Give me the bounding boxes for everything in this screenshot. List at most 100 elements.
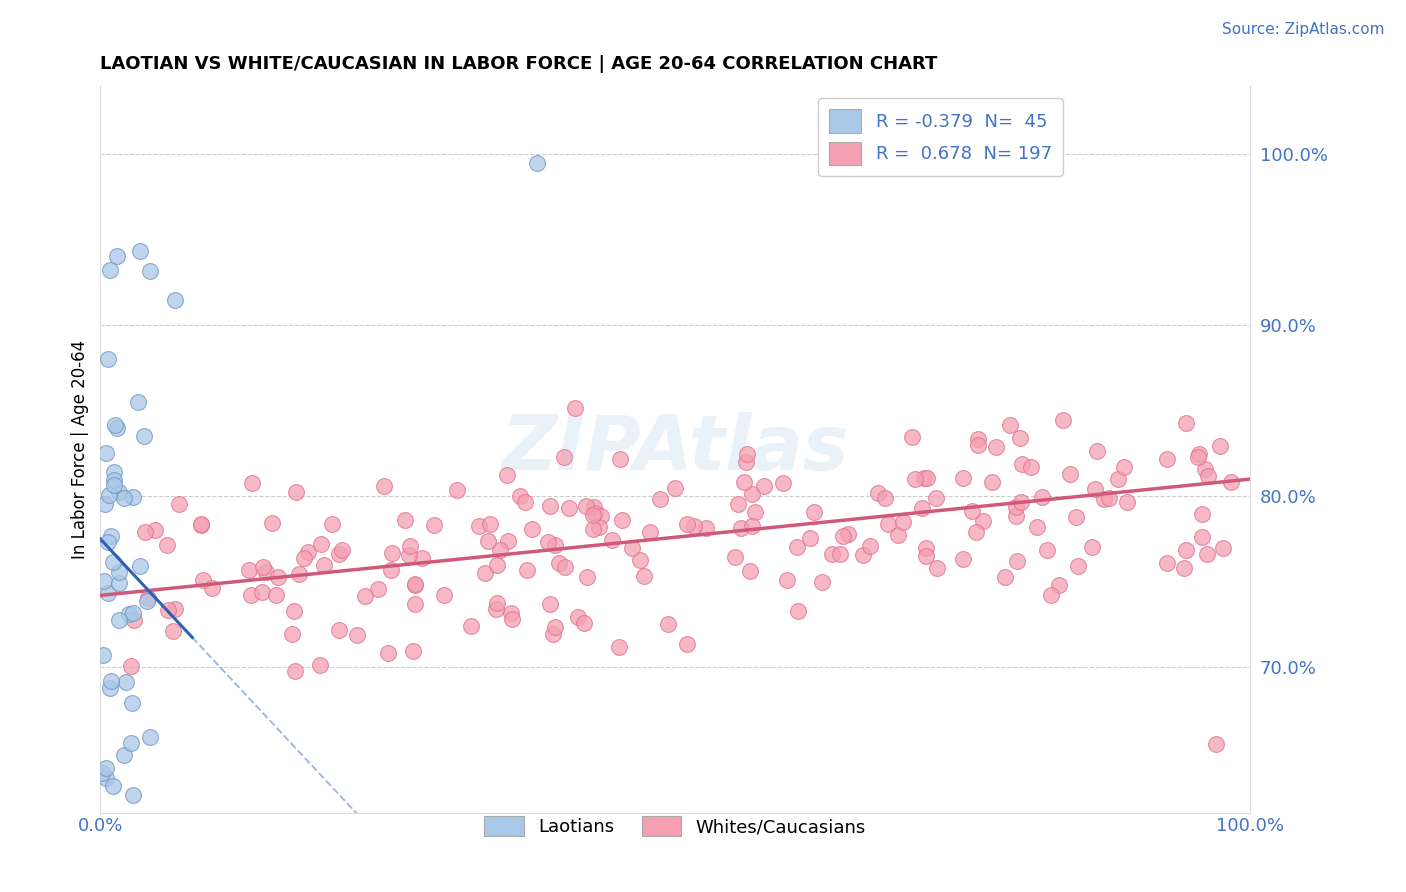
Point (752, 478, 775, 492)
Point (118, 607, 141, 621)
Point (821, 547, 844, 561)
Point (398, 549, 420, 563)
Point (294, 551, 316, 566)
Point (591, 509, 613, 524)
Point (287, 566, 309, 581)
Point (103, 779, 125, 793)
Point (167, 497, 190, 511)
Point (787, 604, 810, 618)
Point (108, 485, 131, 500)
Point (488, 543, 510, 558)
Point (1208, 439, 1230, 453)
Point (380, 563, 402, 577)
Point (1092, 491, 1115, 506)
Point (1188, 447, 1211, 461)
Point (873, 491, 896, 505)
Point (811, 575, 834, 590)
Point (582, 508, 605, 522)
Point (543, 626, 565, 640)
Point (134, 429, 156, 443)
Point (285, 485, 308, 500)
Point (1011, 458, 1033, 472)
Point (1066, 510, 1088, 524)
Point (915, 541, 938, 555)
Point (772, 476, 794, 491)
Point (250, 585, 273, 599)
Point (165, 293, 187, 307)
Point (1173, 561, 1195, 575)
Point (609, 451, 631, 466)
Point (1010, 431, 1032, 445)
Point (139, 264, 162, 278)
Point (121, 789, 143, 803)
Point (1174, 543, 1197, 558)
Point (238, 563, 260, 577)
Point (373, 479, 395, 493)
Point (411, 550, 433, 565)
Point (1005, 500, 1028, 515)
Point (460, 619, 482, 633)
Point (312, 558, 335, 572)
Point (799, 531, 821, 545)
Point (735, 447, 758, 461)
Point (105, 250, 128, 264)
Point (103, 478, 125, 492)
Point (1107, 472, 1129, 486)
Point (155, 538, 177, 552)
Point (486, 558, 509, 572)
Point (572, 615, 595, 630)
Point (582, 500, 605, 514)
Point (776, 573, 799, 587)
Point (129, 244, 152, 259)
Text: LAOTIAN VS WHITE/CAUCASIAN IN LABOR FORCE | AGE 20-64 CORRELATION CHART: LAOTIAN VS WHITE/CAUCASIAN IN LABOR FORC… (100, 55, 938, 73)
Point (831, 528, 853, 542)
Point (93, 648, 115, 663)
Point (433, 588, 456, 602)
Point (1010, 495, 1032, 509)
Point (1220, 475, 1243, 490)
Point (138, 730, 160, 744)
Point (1036, 543, 1059, 558)
Point (859, 539, 882, 553)
Point (575, 500, 598, 514)
Point (966, 438, 988, 452)
Point (1026, 520, 1049, 534)
Point (404, 578, 426, 592)
Point (328, 623, 350, 637)
Point (281, 627, 304, 641)
Point (695, 521, 717, 535)
Point (1004, 508, 1026, 523)
Point (567, 610, 589, 624)
Point (404, 577, 426, 591)
Point (723, 550, 745, 565)
Point (628, 553, 651, 567)
Point (1156, 556, 1178, 570)
Point (201, 581, 224, 595)
Point (94, 497, 117, 511)
Point (741, 487, 763, 501)
Point (786, 541, 808, 555)
Point (134, 524, 156, 539)
Point (1116, 495, 1139, 509)
Point (548, 556, 571, 570)
Point (1195, 547, 1218, 561)
Point (1005, 554, 1028, 568)
Point (912, 471, 935, 485)
Point (446, 483, 468, 497)
Point (330, 543, 353, 558)
Point (576, 570, 599, 584)
Point (108, 566, 131, 580)
Point (96, 445, 118, 459)
Point (544, 620, 567, 634)
Point (607, 640, 630, 654)
Point (638, 525, 661, 540)
Point (1019, 459, 1042, 474)
Point (394, 513, 416, 527)
Point (100, 674, 122, 689)
Legend: Laotians, Whites/Caucasians: Laotians, Whites/Caucasians (477, 809, 873, 844)
Point (972, 515, 994, 529)
Point (93, 574, 115, 588)
Point (193, 573, 215, 587)
Point (536, 534, 558, 549)
Point (1067, 559, 1090, 574)
